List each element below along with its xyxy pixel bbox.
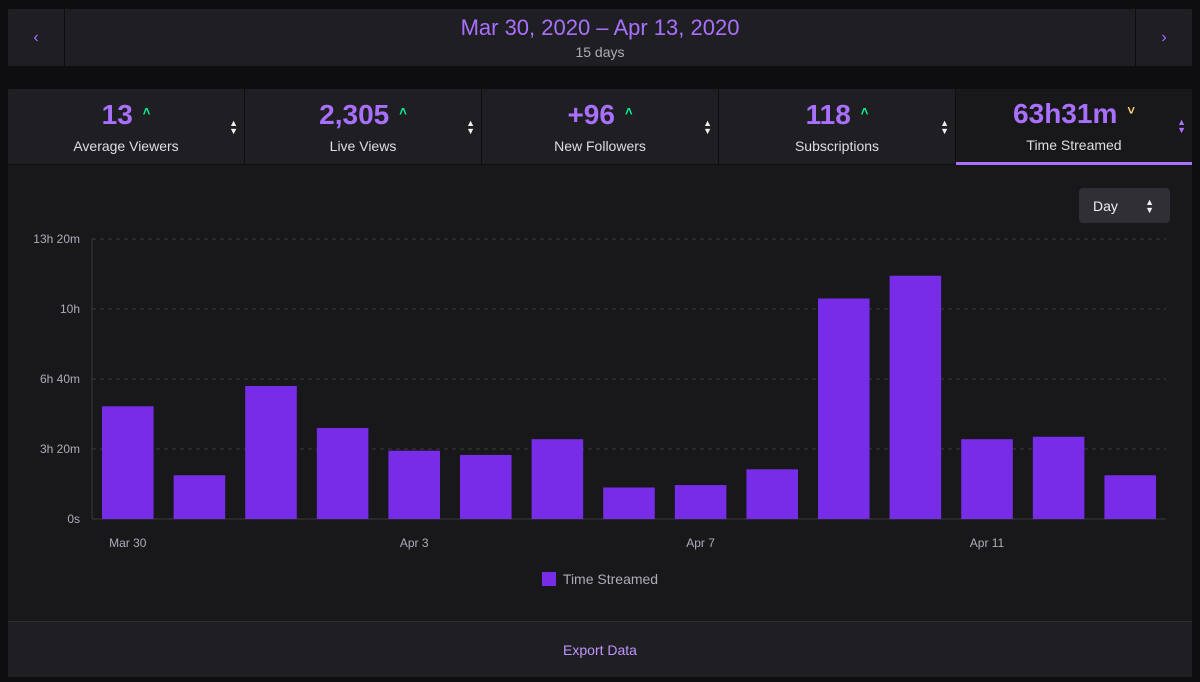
bar — [674, 485, 727, 519]
stat-value: 63h31m — [1013, 98, 1118, 129]
stat-value-row: +96 ˄ — [567, 99, 632, 136]
day-count-text: 15 days — [575, 44, 625, 60]
x-tick-label: Apr 7 — [686, 536, 715, 550]
stat-value-row: 13 ˄ — [102, 99, 151, 136]
x-tick-label: Mar 30 — [109, 536, 147, 550]
y-tick-label: 3h 20m — [40, 442, 80, 456]
bar — [746, 469, 798, 519]
stat-value-row: 2,305 ˄ — [319, 99, 407, 136]
stat-tab-new-followers[interactable]: +96 ˄ New Followers ▲ ▼ — [482, 89, 719, 165]
stat-tabs: 13 ˄ Average Viewers ▲ ▼ 2,305 ˄ Live Vie… — [8, 89, 1192, 165]
bar — [388, 450, 440, 519]
bar — [1104, 475, 1156, 519]
date-range-bar: ‹ Mar 30, 2020 – Apr 13, 2020 15 days › — [8, 9, 1192, 66]
chart-area: 0s 3h 20m 6h 40m 10h 13h 20m Mar 30 Apr 3 Apr 7… — [8, 165, 1192, 621]
y-tick-label: 10h — [60, 302, 80, 316]
date-range-display: Mar 30, 2020 – Apr 13, 2020 15 days — [65, 9, 1135, 66]
sort-icon[interactable]: ▲ ▼ — [466, 117, 475, 136]
bar — [889, 275, 942, 519]
stat-label: Subscriptions — [794, 138, 880, 154]
bar — [961, 439, 1013, 519]
x-tick-label: Apr 3 — [400, 536, 429, 550]
sort-icon[interactable]: ▲ ▼ — [940, 117, 949, 136]
next-period-button[interactable]: › — [1135, 9, 1192, 66]
trend-down-icon: ˅ — [1127, 103, 1135, 118]
legend-swatch — [541, 572, 556, 586]
stat-value: 2,305 — [319, 99, 390, 130]
export-data-button[interactable]: Export Data — [8, 621, 1192, 677]
bar — [245, 386, 297, 519]
stat-tab-time-streamed[interactable]: 63h31m ˅ Time Streamed ▲ ▼ — [956, 89, 1192, 165]
stat-tab-average-viewers[interactable]: 13 ˄ Average Viewers ▲ ▼ — [8, 89, 245, 165]
trend-up-icon: ˄ — [860, 104, 869, 119]
stats-panel: 13 ˄ Average Viewers ▲ ▼ 2,305 ˄ Live Vie… — [8, 89, 1192, 677]
bar — [531, 439, 584, 519]
bar — [173, 475, 226, 519]
legend-label: Time Streamed — [562, 571, 659, 587]
bar — [1032, 436, 1085, 519]
stat-label: Average Viewers — [73, 138, 179, 154]
granularity-value: Day — [1093, 197, 1118, 214]
trend-up-icon: ˄ — [142, 104, 151, 119]
bar — [818, 298, 870, 519]
x-tick-label: Apr 11 — [970, 536, 1005, 550]
sort-icon[interactable]: ▲ ▼ — [229, 117, 238, 136]
chart-legend: Time Streamed — [8, 571, 1192, 587]
time-streamed-chart: 0s 3h 20m 6h 40m 10h 13h 20m Mar 30 Apr 3 Apr 7… — [33, 232, 1166, 550]
sort-icon[interactable]: ▲ ▼ — [1177, 116, 1186, 135]
granularity-select[interactable]: Day ▲ ▼ — [1079, 188, 1170, 223]
bar — [460, 454, 512, 519]
bar — [603, 487, 655, 519]
trend-up-icon: ˄ — [399, 104, 407, 119]
y-tick-label: 0s — [67, 512, 80, 526]
select-chevron-icon: ▲ ▼ — [1145, 196, 1154, 215]
bar — [316, 428, 369, 519]
y-tick-label: 13h 20m — [33, 232, 80, 246]
stat-value: +96 — [567, 99, 615, 130]
stat-value-row: 118 ˄ — [806, 99, 869, 136]
stat-value: 118 — [805, 99, 851, 130]
stat-tab-live-views[interactable]: 2,305 ˄ Live Views ▲ ▼ — [245, 89, 482, 165]
stat-value: 13 — [101, 99, 133, 130]
stat-label: New Followers — [554, 138, 646, 154]
sort-icon[interactable]: ▲ ▼ — [703, 117, 712, 136]
trend-up-icon: ˄ — [624, 104, 633, 119]
bar — [102, 406, 154, 519]
stat-label: Live Views — [329, 138, 397, 154]
stat-value-row: 63h31m ˅ — [1013, 98, 1135, 135]
date-range-text: Mar 30, 2020 – Apr 13, 2020 — [460, 15, 740, 40]
previous-period-button[interactable]: ‹ — [8, 9, 65, 66]
stat-tab-subscriptions[interactable]: 118 ˄ Subscriptions ▲ ▼ — [719, 89, 956, 165]
chevron-left-icon: ‹ — [33, 28, 39, 46]
chevron-right-icon: › — [1161, 28, 1167, 46]
stat-label: Time Streamed — [1026, 137, 1122, 153]
y-tick-label: 6h 40m — [40, 372, 80, 386]
